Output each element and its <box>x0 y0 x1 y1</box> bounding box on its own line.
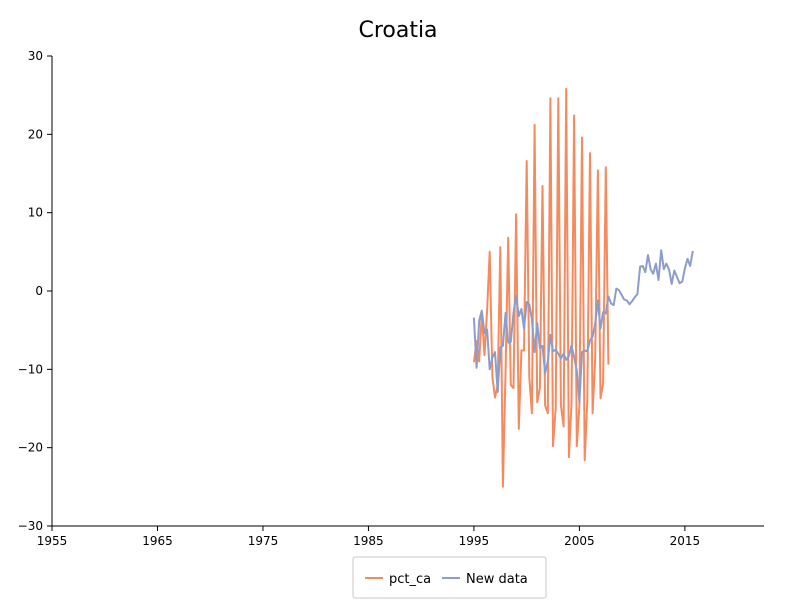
y-tick-label: 0 <box>35 284 43 298</box>
y-tick-label: 10 <box>28 206 43 220</box>
y-tick-label: −10 <box>18 362 43 376</box>
x-tick-label: 1965 <box>142 534 173 548</box>
x-tick-label: 2015 <box>670 534 701 548</box>
x-tick-label: 1955 <box>37 534 68 548</box>
legend: pct_ca New data <box>352 556 547 599</box>
series-line-new-data <box>472 249 694 404</box>
x-tick-label: 1985 <box>353 534 384 548</box>
y-tick-label: −30 <box>18 519 43 533</box>
y-tick-label: 30 <box>28 49 43 63</box>
legend-label: New data <box>466 572 528 587</box>
legend-label: pct_ca <box>389 572 431 587</box>
chart-title: Croatia <box>358 18 437 43</box>
chart-axes: −30 −20 −10 0 10 20 30 1955 1965 1975 1985 1995 2005… <box>18 49 764 548</box>
x-tick-label: 2005 <box>564 534 595 548</box>
y-tick-label: −20 <box>18 441 43 455</box>
y-tick-label: 20 <box>28 127 43 141</box>
series-layer <box>472 87 694 488</box>
series-line-pct-ca <box>472 87 610 488</box>
x-tick-label: 1975 <box>248 534 279 548</box>
x-tick-label: 1995 <box>459 534 490 548</box>
